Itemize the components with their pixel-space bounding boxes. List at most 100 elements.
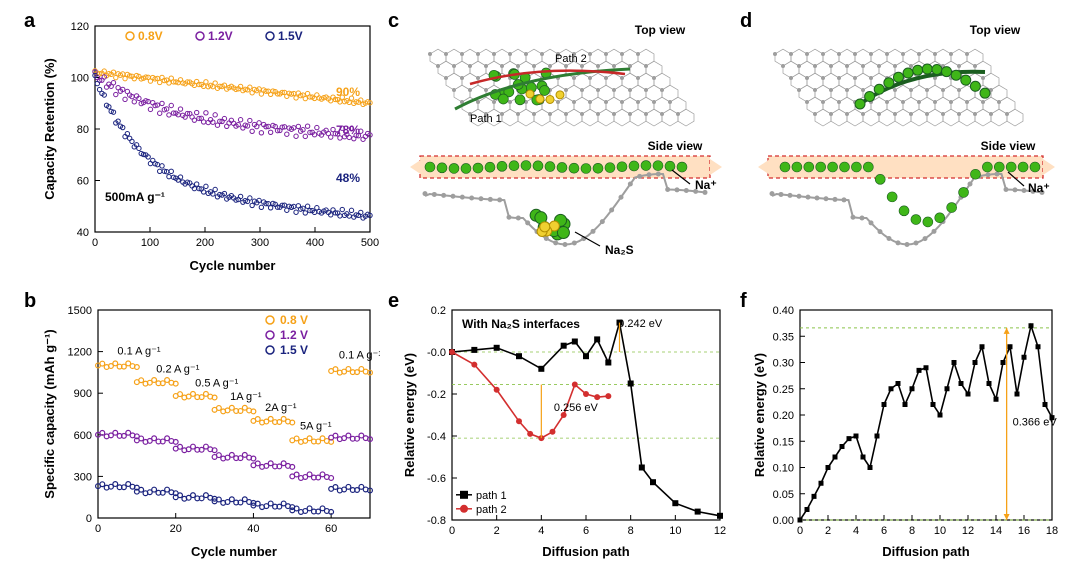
svg-text:1200: 1200 xyxy=(68,347,92,359)
svg-text:0.8 V: 0.8 V xyxy=(280,313,308,327)
svg-text:0.2: 0.2 xyxy=(431,305,446,317)
svg-text:2A g⁻¹: 2A g⁻¹ xyxy=(265,402,297,414)
svg-text:0: 0 xyxy=(449,525,455,537)
svg-text:0.1 A g⁻¹: 0.1 A g⁻¹ xyxy=(339,350,380,362)
panel-label-d: d xyxy=(740,10,752,33)
svg-text:-0.4: -0.4 xyxy=(427,431,446,443)
svg-text:Capacity Retention (%): Capacity Retention (%) xyxy=(42,58,57,200)
svg-text:0.256 eV: 0.256 eV xyxy=(554,402,599,414)
svg-text:Cycle number: Cycle number xyxy=(191,544,277,559)
svg-text:300: 300 xyxy=(74,471,92,483)
svg-text:-0.2: -0.2 xyxy=(427,389,446,401)
svg-text:12: 12 xyxy=(714,525,726,537)
panel-f: 0246810121416180.000.050.100.150.200.250… xyxy=(750,300,1060,560)
svg-text:0.30: 0.30 xyxy=(773,358,794,370)
schematic-na2s: Path 1Path 2Top viewSide viewNa⁺Na₂S xyxy=(400,14,730,274)
svg-text:1.5 V: 1.5 V xyxy=(280,343,308,357)
svg-text:-0.6: -0.6 xyxy=(427,473,446,485)
schematic-bare: Top viewSide viewNa⁺ xyxy=(750,14,1060,274)
svg-text:0: 0 xyxy=(92,237,98,249)
svg-text:200: 200 xyxy=(196,237,214,249)
svg-text:With Na₂S interfaces: With Na₂S interfaces xyxy=(462,317,580,331)
svg-text:Na₂S: Na₂S xyxy=(605,243,634,257)
panel-d: Top viewSide viewNa⁺ xyxy=(750,14,1060,274)
svg-text:8: 8 xyxy=(628,525,634,537)
svg-text:0.242 eV: 0.242 eV xyxy=(618,318,663,330)
svg-text:0.1 A g⁻¹: 0.1 A g⁻¹ xyxy=(117,345,160,357)
svg-text:0.10: 0.10 xyxy=(773,463,794,475)
svg-text:Relative energy (eV): Relative energy (eV) xyxy=(752,353,767,477)
svg-text:Diffusion path: Diffusion path xyxy=(882,544,969,559)
svg-text:900: 900 xyxy=(74,388,92,400)
svg-text:-0.0: -0.0 xyxy=(427,347,446,359)
svg-text:0: 0 xyxy=(797,525,803,537)
svg-text:-0.8: -0.8 xyxy=(427,515,446,527)
svg-text:16: 16 xyxy=(1018,525,1030,537)
svg-text:Path 1: Path 1 xyxy=(470,113,502,125)
svg-text:120: 120 xyxy=(71,21,89,33)
panel-label-a: a xyxy=(24,10,35,33)
svg-text:10: 10 xyxy=(934,525,946,537)
svg-text:1.2V: 1.2V xyxy=(208,29,233,43)
panel-label-c: c xyxy=(388,10,399,33)
svg-text:0.8V: 0.8V xyxy=(138,29,163,43)
svg-text:6: 6 xyxy=(881,525,887,537)
svg-text:78%: 78% xyxy=(336,123,360,137)
svg-text:Specific capacity (mAh g⁻¹): Specific capacity (mAh g⁻¹) xyxy=(42,329,57,498)
svg-text:300: 300 xyxy=(251,237,269,249)
svg-text:400: 400 xyxy=(306,237,324,249)
svg-text:0.35: 0.35 xyxy=(773,331,794,343)
svg-text:500: 500 xyxy=(361,237,379,249)
svg-text:0.05: 0.05 xyxy=(773,489,794,501)
panel-label-b: b xyxy=(24,290,36,313)
panel-e: 024681012-0.8-0.6-0.4-0.2-0.00.2Diffusio… xyxy=(400,300,730,560)
svg-text:100: 100 xyxy=(141,237,159,249)
chart-capacity-retention: 0 100 200 300 400 500 40 60 80 100 120 Cycle number… xyxy=(40,14,380,274)
svg-text:0: 0 xyxy=(95,523,101,535)
svg-text:4: 4 xyxy=(853,525,859,537)
svg-text:100: 100 xyxy=(71,73,89,85)
svg-text:8: 8 xyxy=(909,525,915,537)
svg-text:0.20: 0.20 xyxy=(773,410,794,422)
svg-text:0.5 A g⁻¹: 0.5 A g⁻¹ xyxy=(195,377,238,389)
svg-text:0.2 A g⁻¹: 0.2 A g⁻¹ xyxy=(156,363,199,375)
svg-text:0.25: 0.25 xyxy=(773,384,794,396)
svg-text:1500: 1500 xyxy=(68,305,92,317)
svg-text:1.2 V: 1.2 V xyxy=(280,328,308,342)
svg-text:80: 80 xyxy=(77,124,89,136)
svg-text:90%: 90% xyxy=(336,85,360,99)
svg-text:0.366 eV: 0.366 eV xyxy=(1013,417,1058,429)
svg-text:12: 12 xyxy=(962,525,974,537)
svg-text:600: 600 xyxy=(74,430,92,442)
svg-text:20: 20 xyxy=(170,523,182,535)
svg-text:5A g⁻¹: 5A g⁻¹ xyxy=(300,420,332,432)
svg-text:path 2: path 2 xyxy=(476,504,507,516)
svg-text:Side view: Side view xyxy=(648,139,703,153)
chart-energy-bare: 0246810121416180.000.050.100.150.200.250… xyxy=(750,300,1060,560)
panel-label-e: e xyxy=(388,290,399,313)
svg-text:Relative energy (eV): Relative energy (eV) xyxy=(402,353,417,477)
svg-text:0.15: 0.15 xyxy=(773,436,794,448)
svg-text:1.5V: 1.5V xyxy=(278,29,303,43)
svg-text:40: 40 xyxy=(77,227,89,239)
svg-text:40: 40 xyxy=(247,523,259,535)
svg-text:Side view: Side view xyxy=(981,139,1036,153)
svg-text:Na⁺: Na⁺ xyxy=(695,178,717,192)
svg-text:60: 60 xyxy=(77,176,89,188)
svg-text:0.00: 0.00 xyxy=(773,515,794,527)
svg-text:Diffusion path: Diffusion path xyxy=(542,544,629,559)
panel-b: 0204060030060090012001500Cycle numberSpe… xyxy=(40,300,380,560)
panel-c: Path 1Path 2Top viewSide viewNa⁺Na₂S xyxy=(400,14,730,274)
svg-text:500mA g⁻¹: 500mA g⁻¹ xyxy=(105,190,165,204)
svg-text:Top view: Top view xyxy=(970,23,1021,37)
chart-energy-na2s: 024681012-0.8-0.6-0.4-0.2-0.00.2Diffusio… xyxy=(400,300,730,560)
svg-text:14: 14 xyxy=(990,525,1002,537)
svg-text:48%: 48% xyxy=(336,171,360,185)
svg-text:Path 2: Path 2 xyxy=(555,53,587,65)
svg-text:0.40: 0.40 xyxy=(773,305,794,317)
svg-text:Cycle number: Cycle number xyxy=(190,258,276,273)
svg-text:2: 2 xyxy=(494,525,500,537)
chart-rate-capability: 0204060030060090012001500Cycle numberSpe… xyxy=(40,300,380,560)
svg-text:60: 60 xyxy=(325,523,337,535)
svg-text:4: 4 xyxy=(538,525,544,537)
